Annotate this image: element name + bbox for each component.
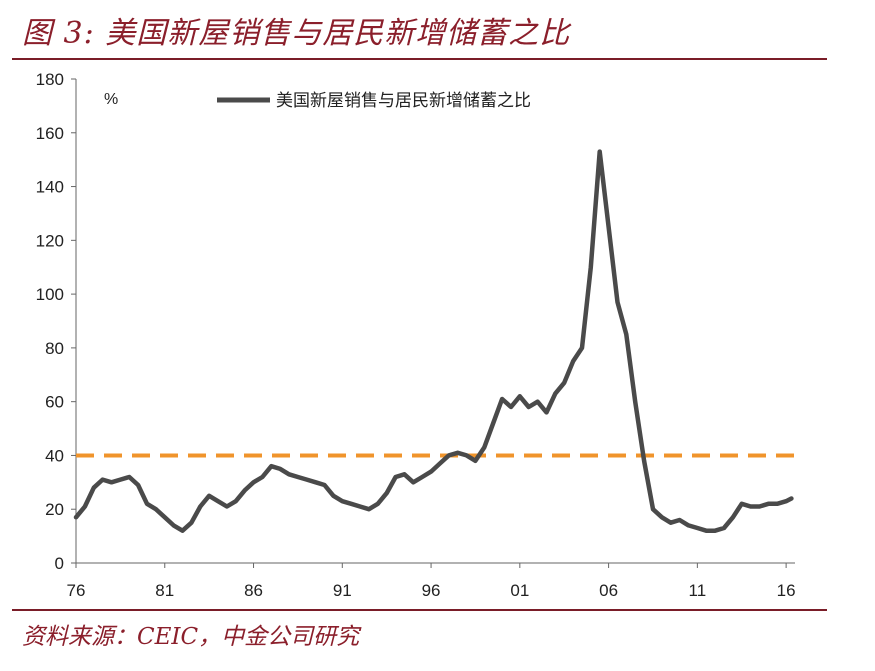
y-tick-label: 20 bbox=[45, 500, 64, 519]
x-tick-label: 16 bbox=[777, 581, 796, 600]
y-tick-label: 80 bbox=[45, 339, 64, 358]
x-tick-label: 01 bbox=[510, 581, 529, 600]
legend-label: 美国新屋销售与居民新增储蓄之比 bbox=[276, 91, 531, 111]
y-tick-label: 160 bbox=[36, 124, 64, 143]
x-tick-label: 11 bbox=[689, 581, 707, 600]
x-tick-label: 96 bbox=[422, 581, 441, 600]
x-tick-label: 81 bbox=[155, 581, 174, 600]
x-tick-label: 76 bbox=[67, 581, 86, 600]
figure-title: 图 3: 美国新屋销售与居民新增储蓄之比 bbox=[22, 16, 571, 51]
source-divider bbox=[12, 609, 827, 611]
x-tick-label: 06 bbox=[599, 581, 618, 600]
source-note: 资料来源：CEIC，中金公司研究 bbox=[22, 624, 360, 650]
y-tick-label: 40 bbox=[45, 446, 64, 465]
y-tick-label: 100 bbox=[36, 285, 64, 304]
x-tick-label: 91 bbox=[333, 581, 352, 600]
y-tick-label: 60 bbox=[45, 393, 64, 412]
y-tick-label: 0 bbox=[55, 554, 64, 573]
line-chart: 0 20 40 60 80 100 120 140 160 180 76 81 86 91 96 01 06 1… bbox=[36, 70, 796, 600]
y-tick-label: 140 bbox=[36, 178, 64, 197]
y-axis: 0 20 40 60 80 100 120 140 160 180 bbox=[36, 70, 77, 573]
y-unit-label: % bbox=[104, 91, 118, 108]
title-divider bbox=[12, 58, 827, 60]
y-tick-label: 180 bbox=[36, 70, 64, 89]
x-tick-label: 86 bbox=[244, 581, 263, 600]
x-axis: 76 81 86 91 96 01 06 11 16 bbox=[67, 562, 796, 600]
series-line-0 bbox=[73, 149, 794, 533]
y-tick-label: 120 bbox=[36, 231, 64, 250]
series-group bbox=[73, 149, 794, 533]
legend: 美国新屋销售与居民新增储蓄之比 bbox=[217, 91, 531, 111]
